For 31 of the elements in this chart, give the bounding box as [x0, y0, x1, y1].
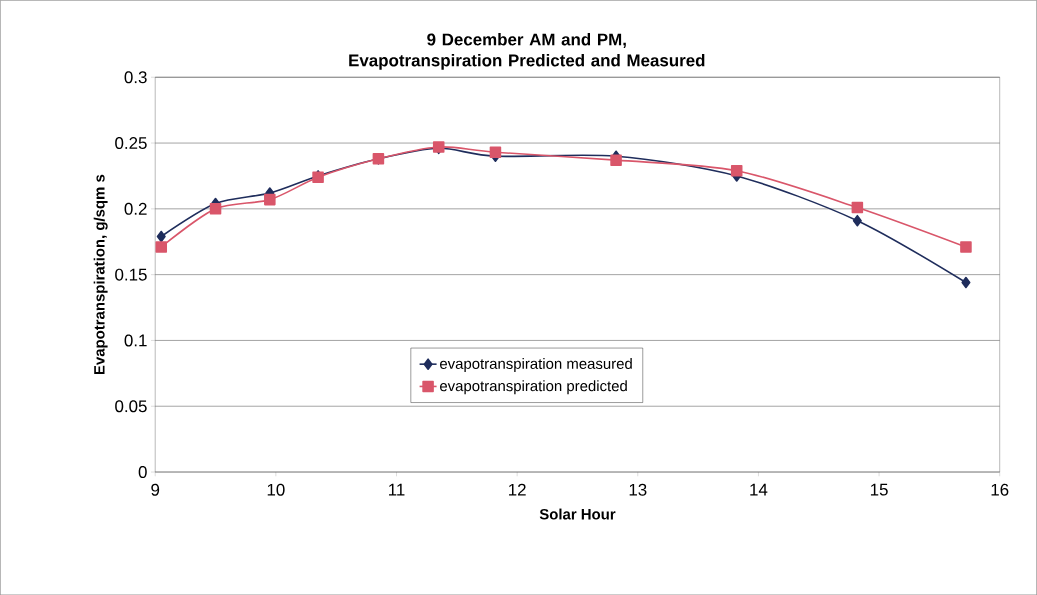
x-tick-label: 15 [870, 483, 888, 496]
x-tick-label: 9 [151, 483, 160, 496]
y-tick-label: 0 [138, 465, 147, 478]
point [851, 201, 864, 214]
point [155, 241, 168, 253]
point [489, 146, 502, 158]
y-tick-label: 0.25 [115, 136, 147, 149]
x-tick-label: 11 [389, 483, 405, 496]
point [156, 230, 166, 243]
y-tick-label: 0.3 [124, 71, 147, 84]
y-tick-label: 0.1 [124, 334, 147, 347]
x-tick-label: 13 [629, 483, 647, 496]
point [264, 193, 276, 206]
chart-title: 9 December AM and PM, Evapotranspiration Predicted and Measured [349, 32, 705, 70]
point [730, 164, 743, 177]
legend-label: evapotranspiration measured [440, 357, 632, 372]
point [852, 214, 862, 227]
point [960, 241, 972, 253]
x-axis-title: Solar Hour [539, 508, 616, 520]
y-tick-label: 0.05 [115, 400, 147, 413]
x-tick-label: 10 [267, 483, 285, 496]
x-tick-label: 16 [991, 483, 1009, 496]
y-tick-label: 0.15 [115, 268, 147, 281]
legend-label: evapotranspiration predicted [440, 380, 627, 395]
point [961, 276, 971, 289]
x-tick-label: 14 [750, 483, 768, 496]
y-axis-title: Evapotranspiration, g/sqm s [93, 174, 108, 374]
y-tick-label: 0.2 [124, 202, 147, 215]
point [610, 154, 622, 166]
point [209, 202, 222, 215]
x-tick-label: 12 [509, 483, 526, 496]
